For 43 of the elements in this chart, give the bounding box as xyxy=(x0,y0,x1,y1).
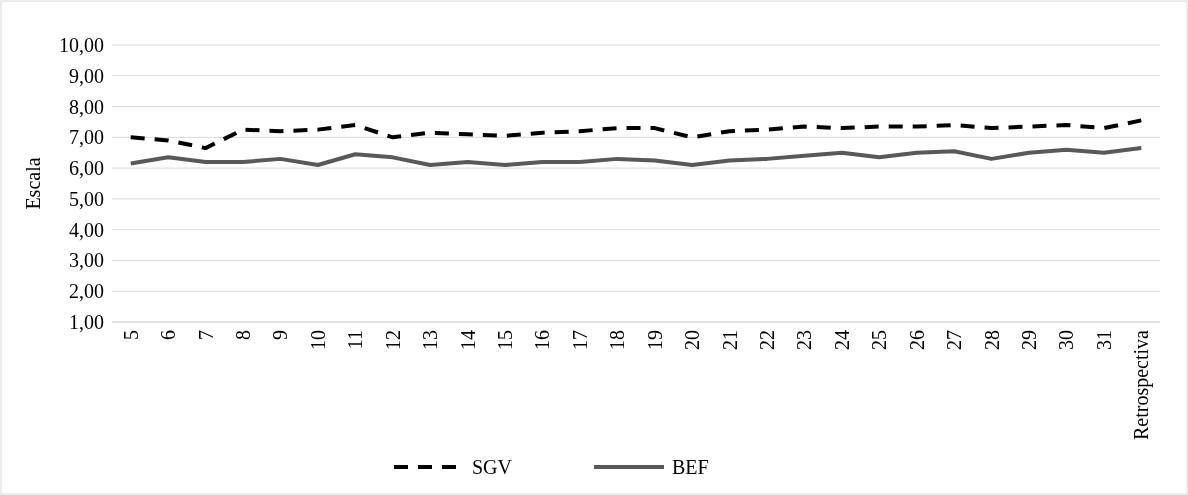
line-series xyxy=(128,146,1144,168)
y-tick-label: 9,00 xyxy=(69,64,104,87)
x-tick-label: 8 xyxy=(232,330,254,340)
x-tick-label: 21 xyxy=(718,330,741,350)
y-tick-label: 7,00 xyxy=(69,126,104,149)
y-axis-title: Escala xyxy=(22,157,44,210)
x-tick-label: 20 xyxy=(681,330,704,350)
x-tick-label: 27 xyxy=(943,330,966,350)
x-tick-label: Retrospectiva xyxy=(1130,329,1154,440)
x-tick-label: 23 xyxy=(793,330,816,350)
y-tick-label: 5,00 xyxy=(69,187,104,210)
y-tick-label: 8,00 xyxy=(69,95,104,118)
x-tick-label: 17 xyxy=(568,330,591,350)
x-tick-label: 31 xyxy=(1092,330,1115,350)
x-tick-label: 9 xyxy=(269,330,292,340)
x-tick-label: 26 xyxy=(905,330,928,350)
x-tick-label: 6 xyxy=(157,330,180,340)
legend-label: SGV xyxy=(472,456,513,478)
line-series xyxy=(128,118,1144,151)
legend-label: BEF xyxy=(672,456,709,478)
y-tick-label: 10,00 xyxy=(59,34,104,56)
x-tick-label: 16 xyxy=(531,330,554,350)
x-tick-label: 5 xyxy=(119,330,142,340)
x-tick-label: 7 xyxy=(194,330,217,340)
x-tick-label: 11 xyxy=(344,330,367,350)
y-tick-label: 6,00 xyxy=(69,157,104,180)
x-tick-label: 12 xyxy=(381,330,404,350)
x-tick-label: 15 xyxy=(494,330,516,350)
x-tick-label: 13 xyxy=(419,330,442,350)
y-tick-label: 1,00 xyxy=(69,311,104,333)
y-tick-label: 3,00 xyxy=(69,249,104,272)
x-tick-label: 14 xyxy=(456,330,479,350)
x-tick-label: 18 xyxy=(606,330,629,350)
x-tick-label: 25 xyxy=(868,330,891,350)
x-tick-label: 24 xyxy=(830,330,853,350)
x-tick-label: 30 xyxy=(1055,330,1078,350)
x-tick-label: 28 xyxy=(980,330,1003,350)
y-tick-label: 4,00 xyxy=(69,218,104,241)
x-tick-label: 19 xyxy=(643,330,666,350)
y-tick-label: 2,00 xyxy=(69,280,104,303)
x-tick-label: 10 xyxy=(306,330,329,350)
x-tick-label: 29 xyxy=(1018,330,1040,350)
x-tick-label: 22 xyxy=(756,330,778,350)
